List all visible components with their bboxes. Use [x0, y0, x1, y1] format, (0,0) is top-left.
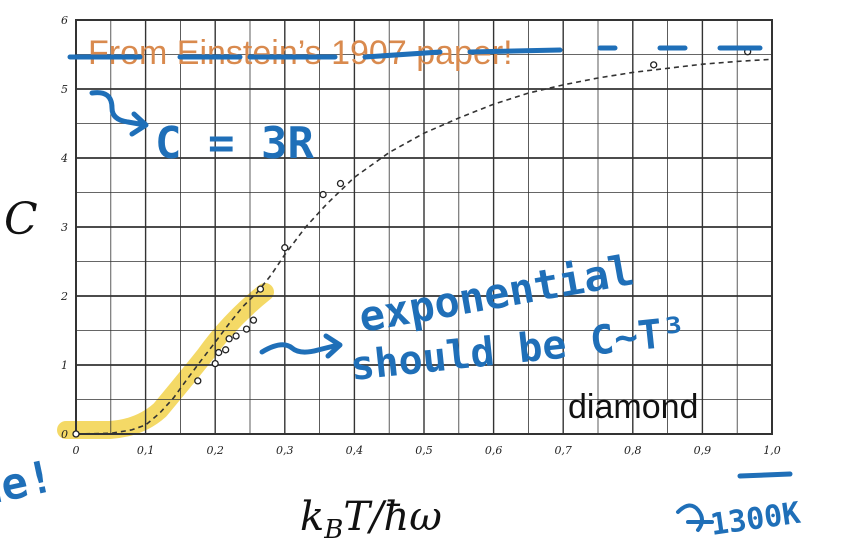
data-point — [249, 316, 258, 324]
annotation-c-equals-3r: C = 3R — [155, 118, 314, 169]
highlight-stroke — [57, 283, 274, 439]
y-axis-label: C — [4, 194, 38, 245]
x-tick-label: 0,4 — [346, 444, 364, 457]
x-tick-label: 0,6 — [485, 444, 503, 457]
data-point — [281, 244, 289, 252]
data-point — [221, 346, 230, 354]
x-tick-label: 0,1 — [137, 444, 155, 457]
arrow-1300k-icon — [676, 503, 714, 532]
y-tick-label: 6 — [61, 14, 68, 27]
arrow-exponential-icon — [259, 333, 343, 359]
tick-labels: 0 0,1 0,2 0,3 0,4 0,5 0,6 0,7 0,8 0,9 1,0 0 1 2 3 4 5 6 — [60, 14, 781, 457]
x-tick-label: 0,8 — [624, 444, 642, 457]
y-tick-label: 0 — [61, 428, 68, 441]
x-axis-label: kBT/ħω — [300, 494, 442, 545]
data-point — [225, 335, 233, 343]
data-point — [211, 359, 219, 368]
x-tick-label: 0,2 — [206, 444, 224, 457]
theory-curve-group — [75, 58, 773, 435]
data-point — [232, 332, 240, 340]
arrow-c3r-icon — [89, 90, 149, 137]
data-point — [72, 430, 80, 438]
data-point — [319, 190, 327, 199]
x-tick-label: 0,9 — [694, 444, 712, 457]
annotation-left-fragment: de! — [0, 451, 59, 517]
y-tick-label: 5 — [61, 83, 68, 96]
y-tick-label: 2 — [60, 290, 68, 303]
data-point — [194, 377, 202, 385]
annotation-1300k: 1300K — [708, 496, 802, 543]
overline-1300k — [737, 471, 793, 479]
x-tick-label: 0,5 — [415, 444, 433, 457]
y-tick-label: 3 — [61, 221, 68, 234]
theory-curve — [75, 58, 773, 435]
title-strike-marks — [67, 45, 763, 60]
data-point — [650, 61, 658, 69]
data-point — [256, 285, 265, 293]
x-tick-label: 0,7 — [554, 444, 572, 457]
annotation-diamond: diamond — [568, 388, 698, 426]
data-point — [215, 348, 223, 357]
data-point — [336, 179, 345, 188]
y-tick-label: 1 — [61, 359, 68, 372]
measurement-points — [72, 48, 752, 438]
chart-title: From Einstein’s 1907 paper! — [88, 34, 513, 72]
x-tick-label: 1,0 — [763, 444, 781, 457]
y-tick-label: 4 — [60, 152, 68, 165]
data-point — [242, 325, 251, 333]
x-tick-label: 0 — [73, 444, 80, 457]
x-tick-label: 0,3 — [276, 444, 294, 457]
